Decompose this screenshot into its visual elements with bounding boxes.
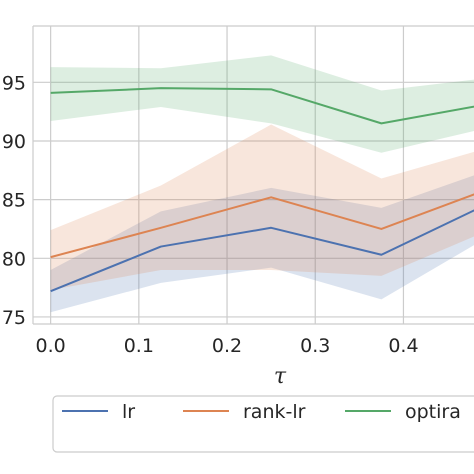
series-lines <box>50 87 474 293</box>
y-tick-label: 85 <box>2 190 26 212</box>
x-tick-labels: 0.0 0.1 0.2 0.3 0.4 <box>36 335 419 357</box>
grid <box>33 26 474 324</box>
x-tick-label: 0.2 <box>212 335 242 357</box>
plot-frame <box>32 25 474 325</box>
legend-label-optira: optira <box>405 401 461 423</box>
y-tick-label: 75 <box>2 307 26 329</box>
legend-label-rank-lr: rank-lr <box>243 401 306 423</box>
x-tick-label: 0.1 <box>124 335 154 357</box>
plot-background <box>33 26 474 324</box>
y-tick-labels: 75 80 85 90 95 <box>2 72 26 329</box>
line-rank-lr <box>50 193 474 259</box>
y-tick-label: 80 <box>2 248 26 270</box>
legend: lr rank-lr optira <box>52 395 474 453</box>
line-optira <box>50 87 474 125</box>
x-tick-label: 0.3 <box>300 335 330 357</box>
y-tick-label: 95 <box>2 72 26 94</box>
x-axis-title: τ <box>274 364 287 389</box>
x-tick-label: 0.0 <box>36 335 66 357</box>
line-lr <box>50 209 474 293</box>
band-optira <box>50 55 474 153</box>
band-lr <box>50 175 474 313</box>
legend-label-lr: lr <box>122 401 135 423</box>
y-tick-label: 90 <box>2 131 26 153</box>
x-tick-label: 0.4 <box>388 335 418 357</box>
